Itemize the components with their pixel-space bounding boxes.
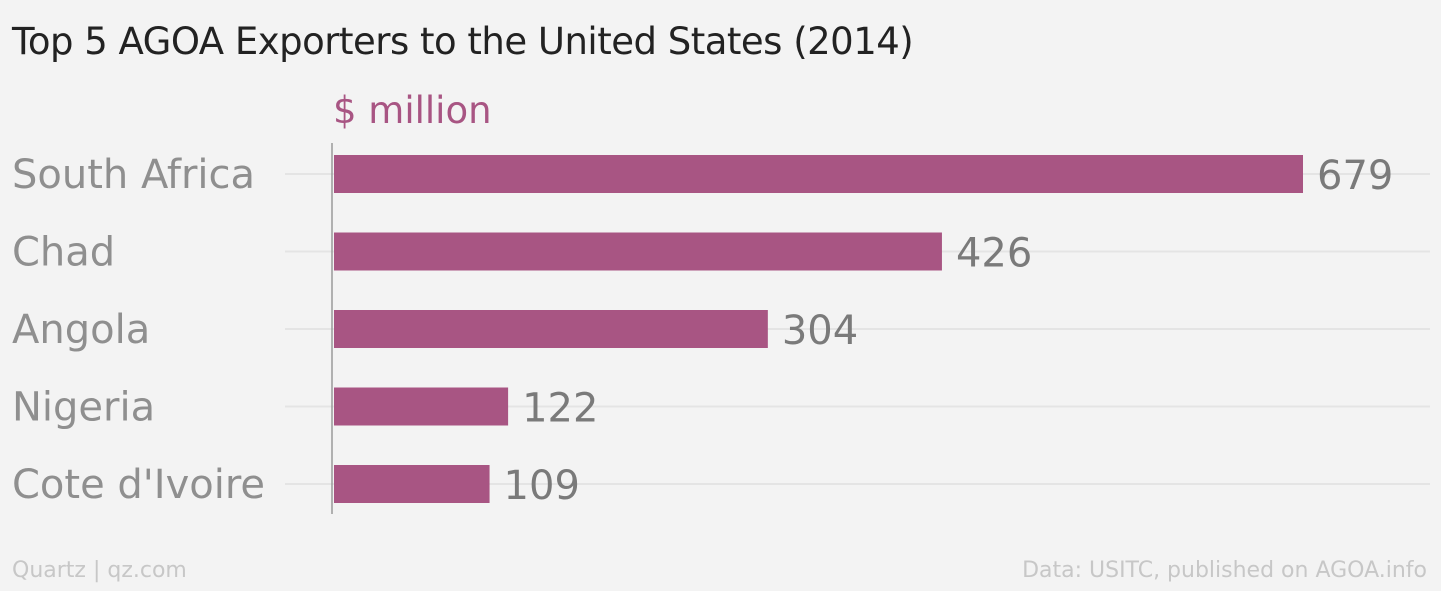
bar: [334, 465, 490, 503]
category-label: Cote d'Ivoire: [12, 462, 265, 508]
bar: [334, 155, 1303, 193]
category-label: Chad: [12, 230, 115, 276]
footer-credit: Quartz | qz.com: [12, 558, 187, 583]
category-label: Nigeria: [12, 385, 155, 431]
value-label: 426: [956, 231, 1032, 277]
value-label: 122: [522, 386, 598, 432]
chart-title: Top 5 AGOA Exporters to the United State…: [12, 20, 914, 63]
category-label: Angola: [12, 307, 150, 353]
labels: South Africa 679 Chad 426 Angola 304 Nigeria 12…: [12, 152, 1393, 509]
bar: [334, 232, 942, 271]
footer-source: Data: USITC, published on AGOA.info: [1022, 558, 1427, 583]
value-label: 304: [782, 308, 858, 354]
category-label: South Africa: [12, 152, 255, 198]
bar: [334, 310, 768, 348]
bars: [334, 155, 1303, 503]
unit-label: $ million: [333, 89, 492, 132]
value-label: 109: [504, 463, 580, 509]
value-label: 679: [1317, 153, 1393, 199]
bar: [334, 387, 509, 426]
